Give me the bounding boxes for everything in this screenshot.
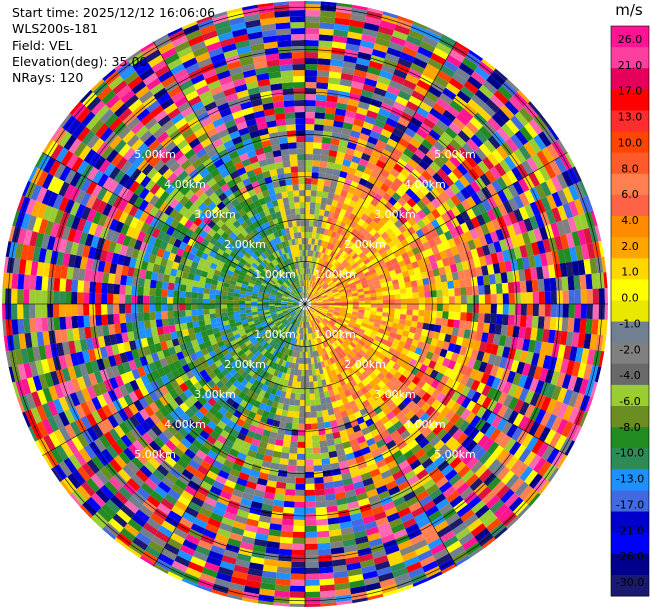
range-ring-label: 3.00km	[374, 388, 416, 401]
range-ring-label: 3.00km	[374, 208, 416, 221]
azimuth-line	[304, 303, 457, 567]
range-ring-label: 2.00km	[224, 238, 266, 251]
range-ring-label: 2.00km	[344, 358, 386, 371]
range-ring-label: 5.00km	[134, 148, 176, 161]
range-ring-label: 4.00km	[404, 418, 446, 431]
velocity-sectors	[2, 1, 608, 607]
scan-info: Start time: 2025/12/12 16:06:06 WLS200s-…	[12, 5, 215, 86]
range-ring-label: 2.00km	[224, 358, 266, 371]
range-ring-label: 5.00km	[134, 448, 176, 461]
azimuth-line	[153, 41, 306, 305]
range-ring-label: 1.00km	[254, 328, 296, 341]
field-name: Field: VEL	[12, 37, 73, 53]
range-ring-labels: 1.00km 1.00km 1.00km 1.00km 2.00km 2.00km 2.00…	[134, 148, 475, 461]
azimuth-line	[304, 41, 457, 305]
range-ring-label: 1.00km	[314, 268, 356, 281]
range-grid	[2, 1, 608, 607]
range-ring-label: 5.00km	[434, 448, 476, 461]
range-ring-label: 1.00km	[254, 268, 296, 281]
elevation: Elevation(deg): 35.00	[12, 53, 148, 69]
ray-count: NRays: 120	[12, 70, 84, 86]
range-ring-label: 1.00km	[314, 328, 356, 341]
azimuth-line	[304, 303, 568, 456]
azimuth-line	[304, 152, 568, 305]
start-time: Start time: 2025/12/12 16:06:06	[12, 5, 216, 20]
range-ring-label: 2.00km	[344, 238, 386, 251]
range-ring-label: 3.00km	[194, 208, 236, 221]
range-ring-label: 3.00km	[194, 388, 236, 401]
azimuth-line	[42, 152, 306, 305]
azimuth-line	[153, 303, 306, 567]
range-ring-label: 5.00km	[434, 148, 476, 161]
range-ring-label: 4.00km	[164, 178, 206, 191]
range-ring-label: 4.00km	[404, 178, 446, 191]
instrument-id: WLS200s-181	[12, 21, 98, 37]
range-ring-label: 4.00km	[164, 418, 206, 431]
azimuth-line	[42, 303, 306, 456]
